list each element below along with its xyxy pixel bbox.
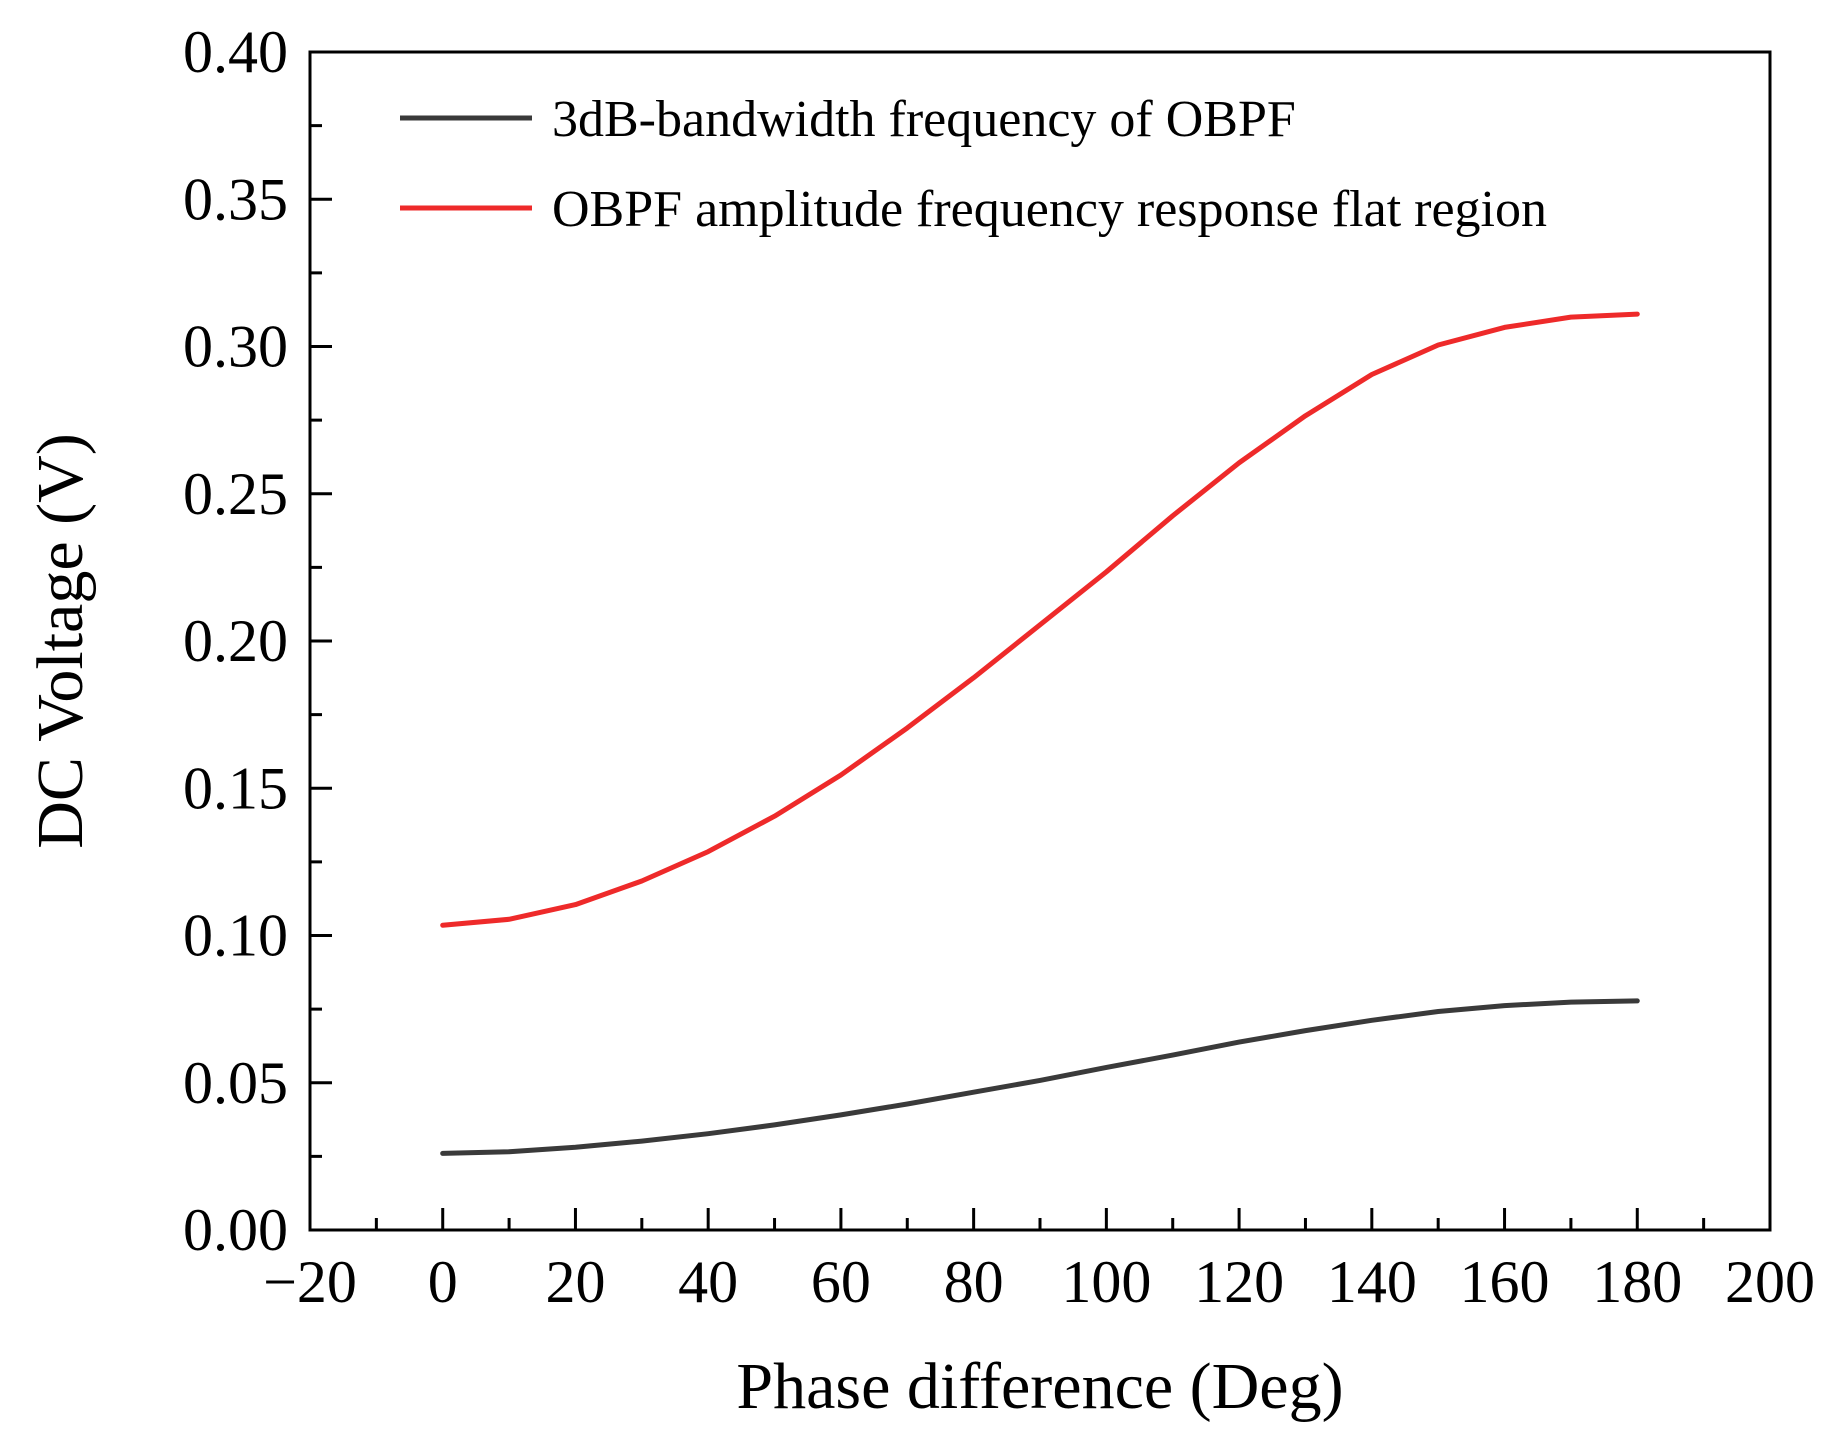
axis-ticks xyxy=(308,50,1772,1232)
legend-label-2: OBPF amplitude frequency response flat r… xyxy=(552,181,1547,238)
axis-tick-labels: −20 0 20 40 60 80 100 120 140 160 180 200 0.00 0.05 0.… xyxy=(183,19,1815,1315)
x-tick-label: 200 xyxy=(1725,1249,1815,1315)
x-tick-label: 80 xyxy=(944,1249,1004,1315)
series-line-2 xyxy=(440,311,1640,928)
y-tick-label: 0.30 xyxy=(183,314,288,380)
series-group xyxy=(440,311,1640,1156)
y-tick-label: 0.25 xyxy=(183,461,288,527)
x-tick-label: 140 xyxy=(1327,1249,1417,1315)
series-line-1 xyxy=(440,998,1640,1156)
y-tick-label: 0.40 xyxy=(183,19,288,85)
y-tick-label: 0.05 xyxy=(183,1050,288,1116)
y-tick-label: 0.35 xyxy=(183,166,288,232)
x-tick-label: 100 xyxy=(1061,1249,1151,1315)
x-tick-label: 20 xyxy=(545,1249,605,1315)
x-tick-label: 160 xyxy=(1460,1249,1550,1315)
y-tick-label: 0.00 xyxy=(183,1197,288,1263)
y-tick-label: 0.15 xyxy=(183,755,288,821)
x-tick-label: 60 xyxy=(811,1249,871,1315)
x-tick-label: 180 xyxy=(1592,1249,1682,1315)
x-tick-label: 120 xyxy=(1194,1249,1284,1315)
x-axis-title: Phase difference (Deg) xyxy=(736,1350,1343,1423)
legend-label-1: 3dB-bandwidth frequency of OBPF xyxy=(552,91,1296,148)
x-tick-label: −20 xyxy=(263,1249,357,1315)
y-tick-label: 0.10 xyxy=(183,903,288,969)
x-tick-label: 0 xyxy=(428,1249,458,1315)
legend: 3dB-bandwidth frequency of OBPF OBPF ampl… xyxy=(400,91,1547,238)
x-tick-label: 40 xyxy=(678,1249,738,1315)
y-tick-label: 0.20 xyxy=(183,608,288,674)
y-axis-title: DC Voltage (V) xyxy=(24,433,97,849)
